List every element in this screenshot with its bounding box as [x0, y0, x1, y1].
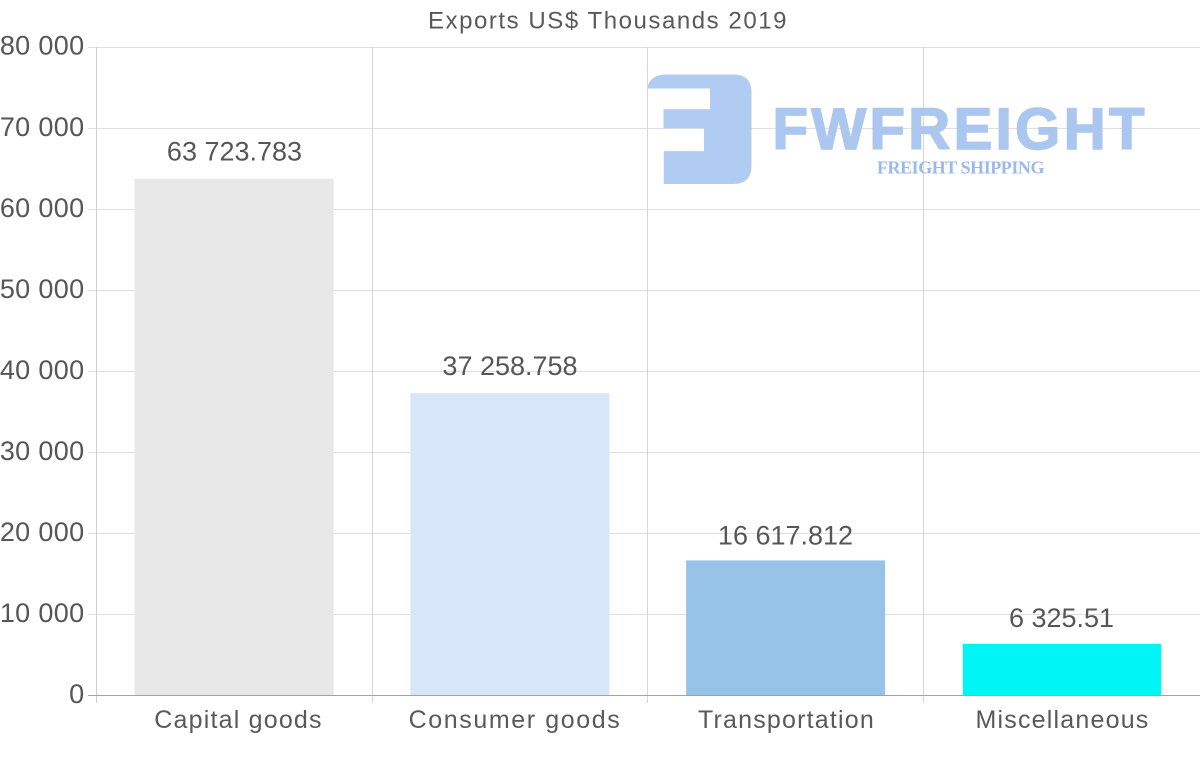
svg-text:30 000: 30 000 — [0, 436, 85, 466]
svg-text:0: 0 — [69, 679, 84, 709]
svg-text:20 000: 20 000 — [0, 517, 85, 547]
svg-text:16 617.812: 16 617.812 — [718, 521, 853, 551]
svg-text:63 723.783: 63 723.783 — [167, 137, 302, 167]
svg-text:60 000: 60 000 — [0, 193, 85, 223]
svg-text:10 000: 10 000 — [0, 598, 85, 628]
svg-text:50 000: 50 000 — [0, 274, 85, 304]
svg-text:FREIGHT SHIPPING: FREIGHT SHIPPING — [877, 158, 1044, 178]
svg-text:37 258.758: 37 258.758 — [442, 351, 577, 381]
svg-text:70 000: 70 000 — [0, 112, 85, 142]
svg-text:Capital goods: Capital goods — [154, 706, 322, 734]
svg-text:FWFREIGHT: FWFREIGHT — [773, 97, 1148, 162]
svg-text:40 000: 40 000 — [0, 355, 85, 385]
svg-text:80 000: 80 000 — [0, 31, 85, 61]
svg-text:Transportation: Transportation — [698, 706, 875, 734]
svg-text:6 325.51: 6 325.51 — [1009, 603, 1114, 633]
svg-text:Miscellaneous: Miscellaneous — [975, 706, 1149, 734]
svg-text:Consumer goods: Consumer goods — [409, 706, 622, 734]
svg-text:Exports US$ Thousands 2019: Exports US$ Thousands 2019 — [428, 8, 788, 35]
